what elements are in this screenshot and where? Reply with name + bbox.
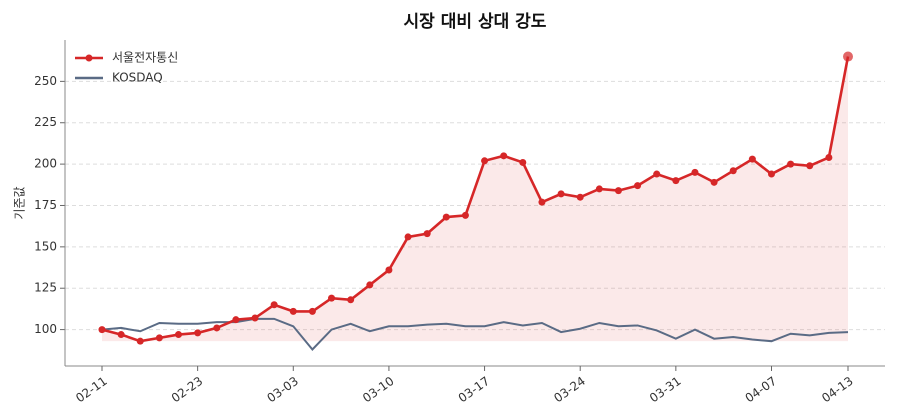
point (653, 170, 661, 178)
point (289, 307, 297, 315)
point (767, 170, 775, 178)
y-tick-label: 200 (34, 157, 57, 171)
point (136, 337, 144, 345)
point (232, 316, 240, 324)
point (672, 177, 680, 185)
point (806, 162, 814, 170)
x-tick-label: 03-31 (647, 374, 684, 405)
point (634, 182, 642, 190)
point (595, 185, 603, 193)
chart-title: 시장 대비 상대 강도 (404, 12, 547, 32)
series-line (101, 56, 850, 343)
x-tick-label: 03-24 (551, 374, 588, 405)
y-tick-label: 250 (34, 74, 57, 88)
point (442, 213, 450, 221)
point (117, 331, 125, 339)
x-tick-label: 02-11 (73, 374, 110, 405)
point (213, 324, 221, 332)
x-tick-label: 04-07 (743, 374, 780, 405)
x-tick-label: 03-17 (456, 374, 493, 405)
point (308, 307, 316, 315)
point (576, 193, 584, 201)
point (404, 233, 412, 241)
x-tick-label: 02-23 (169, 374, 206, 405)
x-tick-label: 04-13 (819, 374, 856, 405)
y-tick-label: 225 (34, 115, 57, 129)
point (557, 190, 565, 198)
point (385, 266, 393, 274)
point (691, 168, 699, 176)
point (366, 281, 374, 289)
point (194, 329, 202, 337)
point (461, 211, 469, 219)
x-tick-label: 03-10 (360, 374, 397, 405)
legend-label: 서울전자통신 (112, 51, 178, 65)
point (825, 153, 833, 161)
point (155, 334, 163, 342)
x-tick-label: 03-03 (264, 374, 301, 405)
point (270, 301, 278, 309)
point (175, 331, 183, 339)
y-tick-label: 175 (34, 198, 57, 212)
point (423, 230, 431, 238)
point (843, 51, 853, 62)
y-axis-label: 기준값 (13, 186, 27, 219)
point (347, 296, 355, 304)
point (787, 160, 795, 168)
point (729, 167, 737, 175)
point (519, 158, 527, 166)
legend-label: KOSDAQ (112, 71, 163, 85)
point (251, 314, 259, 322)
y-tick-label: 125 (34, 281, 57, 295)
point (328, 294, 336, 302)
legend-marker (85, 54, 93, 62)
area-fill (102, 56, 848, 342)
point (98, 326, 106, 334)
point (710, 178, 718, 186)
point (538, 198, 546, 206)
point (748, 155, 756, 163)
point (614, 187, 622, 195)
y-tick-label: 100 (34, 322, 57, 336)
point (500, 152, 508, 160)
y-tick-label: 150 (34, 239, 57, 253)
point (481, 157, 489, 165)
series-line (101, 317, 849, 351)
